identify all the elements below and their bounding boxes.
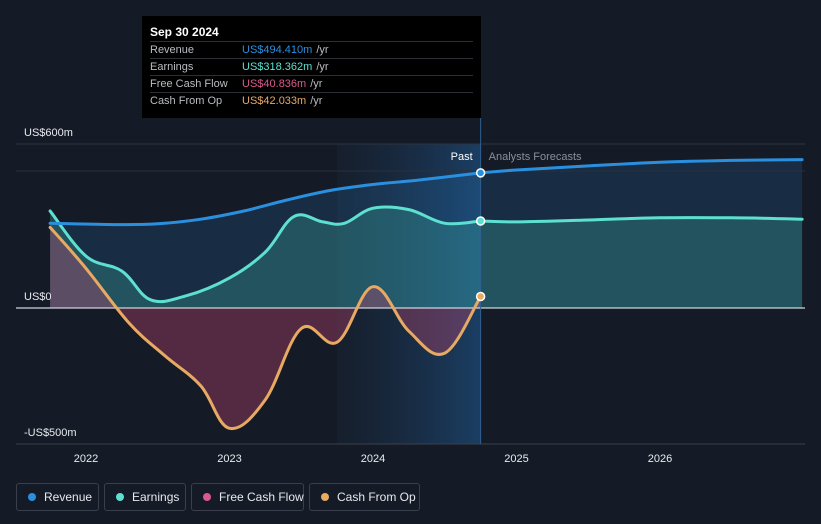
tooltip-label: Free Cash Flow	[150, 78, 228, 90]
tooltip-label: Revenue	[150, 44, 195, 56]
x-tick-label: 2025	[504, 453, 528, 465]
legend-item-cash-from-op[interactable]: Cash From Op	[309, 483, 420, 511]
x-tick-label: 2023	[217, 453, 241, 465]
cash-from-op-line	[48, 225, 483, 430]
tooltip-value: US$494.410m	[242, 44, 313, 56]
y-tick-label: -US$500m	[24, 427, 77, 439]
earnings-dot-icon	[116, 493, 124, 501]
y-tick-label: US$600m	[24, 127, 73, 139]
free-cash-flow-area	[50, 228, 481, 430]
legend-label: Revenue	[44, 490, 93, 504]
earnings-forecast-line	[479, 216, 804, 224]
cash-from-op-point[interactable]	[475, 291, 486, 302]
tooltip-label: Cash From Op	[150, 95, 223, 107]
earnings-line	[48, 205, 483, 304]
legend-item-earnings[interactable]: Earnings	[104, 483, 186, 511]
tooltip-date: Sep 30 2024	[150, 25, 219, 39]
earnings-point[interactable]	[475, 216, 486, 226]
revenue-point[interactable]	[475, 168, 486, 178]
legend-label: Earnings	[132, 490, 180, 504]
tooltip-row-cash-from-op: Cash From Op US$42.033m/yr	[150, 92, 473, 110]
tooltip-row-revenue: Revenue US$494.410m/yr	[150, 41, 473, 59]
legend-item-free-cash-flow[interactable]: Free Cash Flow	[191, 483, 304, 511]
tooltip-row-free-cash-flow: Free Cash Flow US$40.836m/yr	[150, 75, 473, 93]
revenue-dot-icon	[28, 493, 36, 501]
tooltip-unit: /yr	[316, 61, 329, 73]
tooltip-unit: /yr	[310, 95, 323, 107]
tooltip-row-earnings: Earnings US$318.362m/yr	[150, 58, 473, 76]
tooltip-value: US$42.033m	[242, 95, 307, 107]
x-tick-label: 2026	[648, 453, 672, 465]
past-label: Past	[451, 151, 473, 163]
tooltip-unit: /yr	[310, 78, 323, 90]
revenue-line	[48, 171, 483, 227]
revenue-forecast-line	[479, 158, 804, 175]
x-tick-label: 2022	[74, 453, 98, 465]
x-tick-label: 2024	[361, 453, 385, 465]
past-highlight-region	[337, 144, 481, 444]
earnings-area	[50, 206, 803, 308]
legend-label: Free Cash Flow	[219, 490, 304, 504]
cash-from-op-dot-icon	[321, 493, 329, 501]
tooltip-value: US$40.836m	[242, 78, 307, 90]
tooltip-label: Earnings	[150, 61, 194, 73]
tooltip: Sep 30 2024 Revenue US$494.410m/yr Earni…	[142, 16, 481, 118]
free-cash-flow-dot-icon	[203, 493, 211, 501]
tooltip-unit: /yr	[316, 44, 329, 56]
forecast-label: Analysts Forecasts	[489, 151, 582, 163]
revenue-area	[50, 159, 803, 308]
legend-label: Cash From Op	[337, 490, 416, 504]
tooltip-value: US$318.362m	[242, 61, 313, 73]
legend-item-revenue[interactable]: Revenue	[16, 483, 99, 511]
y-tick-label: US$0	[24, 291, 52, 303]
